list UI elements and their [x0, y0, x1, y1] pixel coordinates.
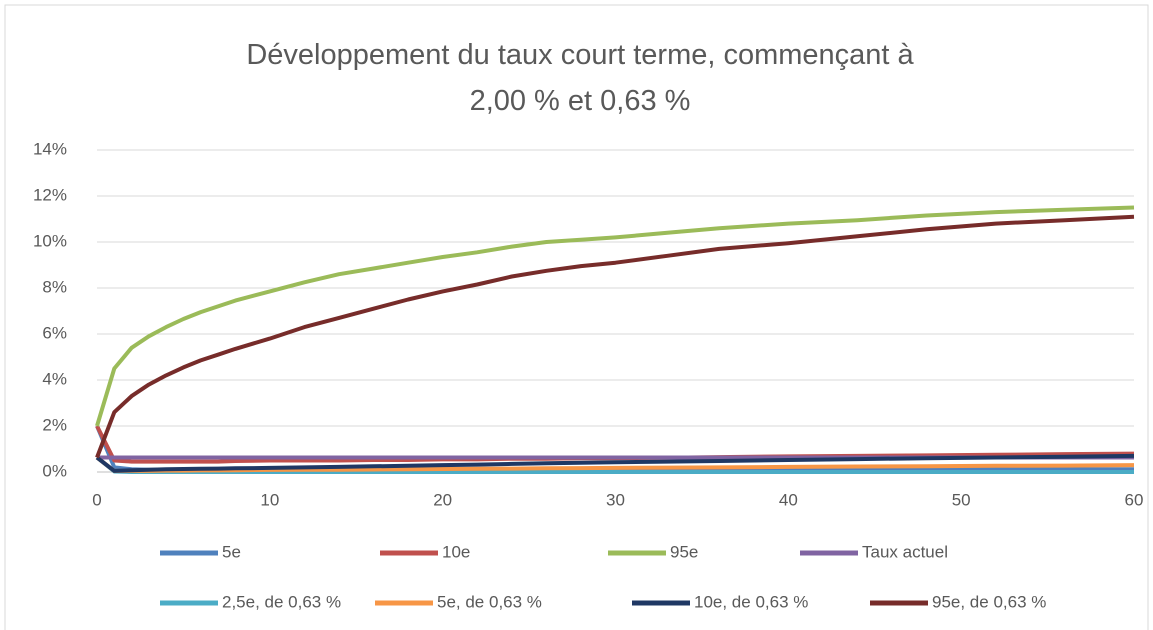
legend-label: 10e, de 0,63 %	[694, 592, 808, 611]
y-tick-label: 8%	[42, 277, 67, 296]
series-line	[95, 214, 1135, 459]
x-tick-label: 20	[433, 490, 452, 509]
legend-label: 5e, de 0,63 %	[437, 592, 542, 611]
y-tick-label: 4%	[42, 369, 67, 388]
legend-label: Taux actuel	[862, 542, 948, 561]
y-tick-label: 0%	[42, 461, 67, 480]
legend-label: 95e	[670, 542, 698, 561]
y-tick-label: 14%	[33, 139, 67, 158]
x-tick-label: 60	[1125, 490, 1144, 509]
x-tick-label: 0	[92, 490, 101, 509]
y-tick-label: 2%	[42, 415, 67, 434]
legend-label: 95e, de 0,63 %	[932, 592, 1046, 611]
y-tick-label: 10%	[33, 231, 67, 250]
y-tick-label: 6%	[42, 323, 67, 342]
chart-title: Développement du taux court terme, comme…	[246, 39, 914, 117]
series-line	[95, 205, 1135, 427]
x-tick-label: 30	[606, 490, 625, 509]
legend-label: 5e	[222, 542, 241, 561]
legend-label: 10e	[442, 542, 470, 561]
chart-border	[4, 4, 1149, 630]
y-tick-label: 12%	[33, 185, 67, 204]
x-tick-label: 50	[952, 490, 971, 509]
series-line	[95, 453, 1135, 473]
x-tick-label: 10	[260, 490, 279, 509]
x-tick-label: 40	[779, 490, 798, 509]
legend-label: 2,5e, de 0,63 %	[222, 592, 341, 611]
